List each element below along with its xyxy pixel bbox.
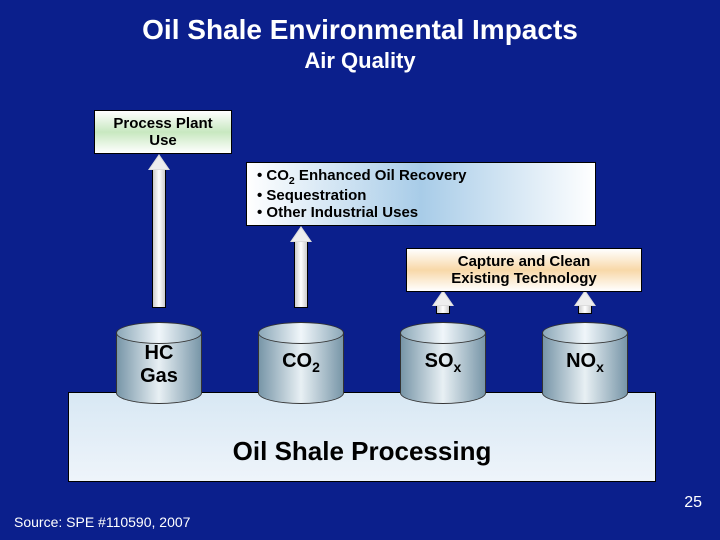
- source-text: Source: SPE #110590, 2007: [14, 514, 190, 530]
- co2-uses-l3: • Other Industrial Uses: [257, 204, 418, 221]
- arrow-co2-head: [290, 226, 312, 242]
- process-plant-l2: Use: [149, 132, 177, 149]
- co2-uses-box: • CO2 Enhanced Oil Recovery • Sequestrat…: [246, 162, 596, 226]
- cylinder-nox: NOx: [542, 322, 628, 404]
- co2-uses-l2: • Sequestration: [257, 187, 366, 204]
- capture-l1: Capture and Clean: [458, 253, 591, 270]
- arrow-hc-head: [148, 154, 170, 170]
- title-sub: Air Quality: [0, 46, 720, 74]
- process-plant-box: Process Plant Use: [94, 110, 232, 154]
- co2-uses-l1: • CO2 Enhanced Oil Recovery: [257, 167, 467, 187]
- cyl-hc-l1: HC: [116, 342, 202, 365]
- processing-label: Oil Shale Processing: [233, 436, 492, 467]
- capture-l2: Existing Technology: [451, 270, 597, 287]
- capture-box: Capture and Clean Existing Technology: [406, 248, 642, 292]
- arrow-sox-head: [432, 290, 454, 306]
- cylinder-hc: HC Gas: [116, 322, 202, 404]
- arrow-co2: [294, 240, 308, 308]
- cylinder-co2: CO2: [258, 322, 344, 404]
- slide-number: 25: [684, 494, 702, 512]
- processing-box: Oil Shale Processing: [68, 392, 656, 482]
- process-plant-l1: Process Plant: [113, 115, 212, 132]
- title-main: Oil Shale Environmental Impacts: [0, 0, 720, 46]
- cyl-hc-l2: Gas: [116, 365, 202, 388]
- arrow-hc: [152, 168, 166, 308]
- cylinder-sox: SOx: [400, 322, 486, 404]
- arrow-nox-head: [574, 290, 596, 306]
